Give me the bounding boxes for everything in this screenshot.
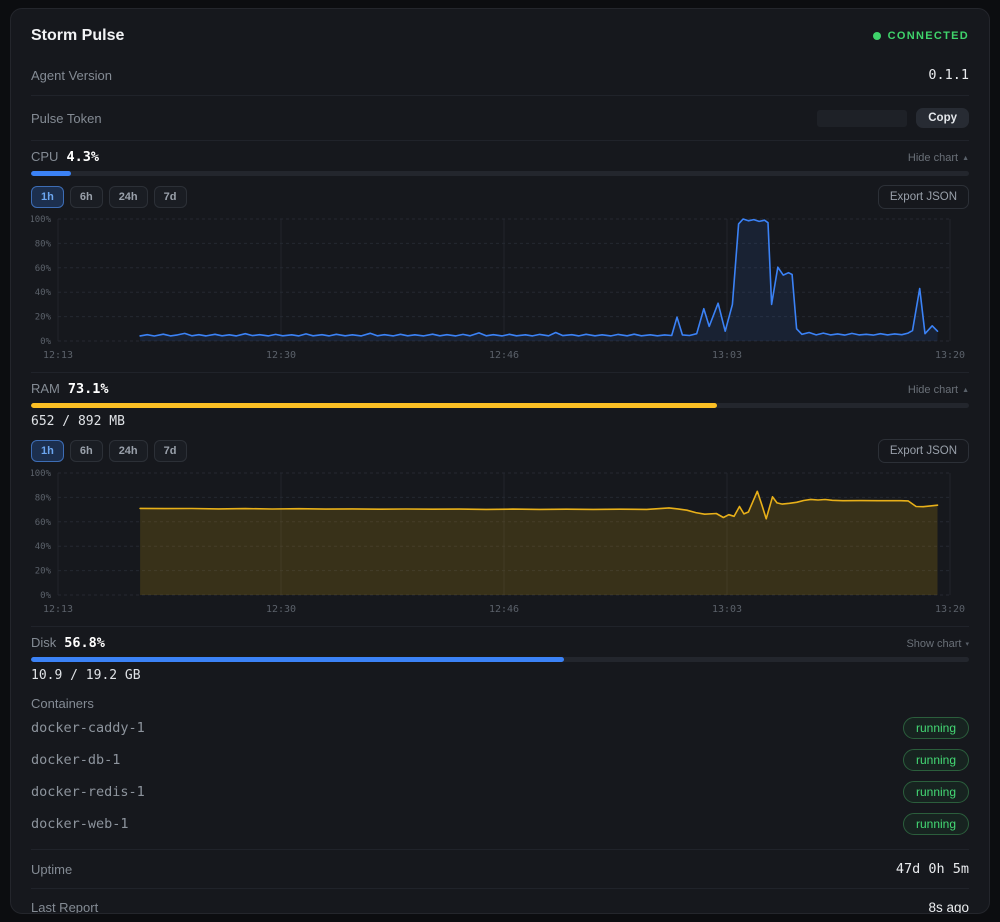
y-tick-label: 0% bbox=[40, 337, 51, 347]
disk-value: 56.8% bbox=[64, 635, 105, 651]
x-tick-label: 13:03 bbox=[712, 604, 742, 615]
container-row: docker-caddy-1 running bbox=[31, 712, 969, 744]
container-row: docker-web-1 running bbox=[31, 808, 969, 840]
pulse-token-row: Pulse Token Copy bbox=[31, 96, 969, 141]
storm-pulse-panel: Storm Pulse CONNECTED Agent Version 0.1.… bbox=[10, 8, 990, 914]
ram-progress-track bbox=[31, 403, 969, 408]
agent-version-value: 0.1.1 bbox=[928, 67, 969, 83]
container-status-badge: running bbox=[903, 717, 969, 739]
range-button-6h[interactable]: 6h bbox=[70, 440, 103, 462]
range-button-7d[interactable]: 7d bbox=[154, 440, 187, 462]
disk-progress-track bbox=[31, 657, 969, 662]
ram-section: RAM 73.1% Hide chart ▲ 652 / 892 MB 1h 6h… bbox=[31, 381, 969, 627]
panel-header: Storm Pulse CONNECTED bbox=[31, 23, 969, 49]
uptime-label: Uptime bbox=[31, 862, 72, 877]
range-button-1h[interactable]: 1h bbox=[31, 186, 64, 208]
pulse-token-field[interactable] bbox=[817, 110, 907, 127]
y-tick-label: 100% bbox=[31, 469, 52, 479]
containers-label: Containers bbox=[31, 696, 969, 712]
connection-status-badge: CONNECTED bbox=[873, 30, 969, 42]
range-button-6h[interactable]: 6h bbox=[70, 186, 103, 208]
x-tick-label: 12:46 bbox=[489, 604, 519, 615]
x-tick-label: 12:13 bbox=[43, 604, 73, 615]
cpu-export-json-button[interactable]: Export JSON bbox=[878, 185, 969, 209]
cpu-series-line bbox=[140, 219, 937, 336]
cpu-value: 4.3% bbox=[66, 149, 99, 165]
y-tick-label: 40% bbox=[35, 288, 52, 298]
cpu-progress-fill bbox=[31, 171, 71, 176]
chevron-up-icon: ▲ bbox=[962, 155, 969, 162]
last-report-value: 8s ago bbox=[928, 900, 969, 914]
ram-chart-toggle[interactable]: Hide chart ▲ bbox=[908, 384, 969, 396]
y-tick-label: 60% bbox=[35, 264, 52, 274]
y-tick-label: 80% bbox=[35, 239, 52, 249]
y-tick-label: 60% bbox=[35, 518, 52, 528]
y-tick-label: 100% bbox=[31, 215, 52, 225]
ram-progress-fill bbox=[31, 403, 717, 408]
cpu-range-group: 1h 6h 24h 7d bbox=[31, 186, 187, 208]
chevron-up-icon: ▲ bbox=[962, 387, 969, 394]
ram-export-json-button[interactable]: Export JSON bbox=[878, 439, 969, 463]
range-button-24h[interactable]: 24h bbox=[109, 440, 148, 462]
disk-progress-fill bbox=[31, 657, 564, 662]
disk-usage-text: 10.9 / 19.2 GB bbox=[31, 668, 969, 684]
x-tick-label: 12:46 bbox=[489, 350, 519, 361]
container-row: docker-redis-1 running bbox=[31, 776, 969, 808]
cpu-label: CPU bbox=[31, 149, 58, 164]
ram-usage-text: 652 / 892 MB bbox=[31, 414, 969, 430]
container-status-badge: running bbox=[903, 813, 969, 835]
uptime-value: 47d 0h 5m bbox=[896, 861, 969, 877]
cpu-progress-track bbox=[31, 171, 969, 176]
ram-chart: 12:13 12:30 12:46 13:03 13:20 0% 20% 40% 60% 80% 1… bbox=[31, 467, 969, 617]
x-tick-label: 12:13 bbox=[43, 350, 73, 361]
disk-chart-toggle[interactable]: Show chart ▾ bbox=[906, 638, 969, 650]
y-tick-label: 0% bbox=[40, 591, 51, 601]
x-tick-label: 13:20 bbox=[935, 350, 965, 361]
container-name: docker-caddy-1 bbox=[31, 720, 145, 736]
container-name: docker-web-1 bbox=[31, 816, 129, 832]
chevron-down-icon: ▾ bbox=[965, 640, 969, 648]
uptime-row: Uptime 47d 0h 5m bbox=[31, 850, 969, 889]
container-row: docker-db-1 running bbox=[31, 744, 969, 776]
x-tick-label: 13:20 bbox=[935, 604, 965, 615]
copy-token-button[interactable]: Copy bbox=[916, 108, 969, 128]
container-status-badge: running bbox=[903, 749, 969, 771]
disk-label: Disk bbox=[31, 635, 56, 650]
range-button-7d[interactable]: 7d bbox=[154, 186, 187, 208]
disk-section: Disk 56.8% Show chart ▾ 10.9 / 19.2 GB bbox=[31, 635, 969, 684]
cpu-area-fill bbox=[140, 219, 937, 341]
cpu-section: CPU 4.3% Hide chart ▲ 1h 6h 24h 7d Export J… bbox=[31, 149, 969, 373]
container-name: docker-db-1 bbox=[31, 752, 120, 768]
last-report-label: Last Report bbox=[31, 900, 98, 914]
range-button-1h[interactable]: 1h bbox=[31, 440, 64, 462]
container-name: docker-redis-1 bbox=[31, 784, 145, 800]
y-tick-label: 80% bbox=[35, 493, 52, 503]
containers-list: docker-caddy-1runningdocker-db-1runningd… bbox=[31, 712, 969, 840]
ram-area-fill bbox=[140, 491, 937, 595]
page-title: Storm Pulse bbox=[31, 27, 124, 45]
y-tick-label: 20% bbox=[35, 313, 52, 323]
x-tick-label: 13:03 bbox=[712, 350, 742, 361]
cpu-chart-toggle[interactable]: Hide chart ▲ bbox=[908, 152, 969, 164]
y-tick-label: 20% bbox=[35, 567, 52, 577]
divider bbox=[31, 626, 969, 627]
range-button-24h[interactable]: 24h bbox=[109, 186, 148, 208]
agent-version-row: Agent Version 0.1.1 bbox=[31, 55, 969, 96]
cpu-chart: 12:13 12:30 12:46 13:03 13:20 0% 20% 40% 60% 80% 1… bbox=[31, 213, 969, 363]
ram-value: 73.1% bbox=[68, 381, 109, 397]
pulse-token-label: Pulse Token bbox=[31, 111, 102, 126]
container-status-badge: running bbox=[903, 781, 969, 803]
status-dot-icon bbox=[873, 32, 881, 40]
divider bbox=[31, 372, 969, 373]
y-tick-label: 40% bbox=[35, 542, 52, 552]
status-label: CONNECTED bbox=[888, 30, 969, 42]
x-tick-label: 12:30 bbox=[266, 350, 296, 361]
ram-range-group: 1h 6h 24h 7d bbox=[31, 440, 187, 462]
ram-label: RAM bbox=[31, 381, 60, 396]
last-report-row: Last Report 8s ago bbox=[31, 889, 969, 914]
x-tick-label: 12:30 bbox=[266, 604, 296, 615]
agent-version-label: Agent Version bbox=[31, 68, 112, 83]
